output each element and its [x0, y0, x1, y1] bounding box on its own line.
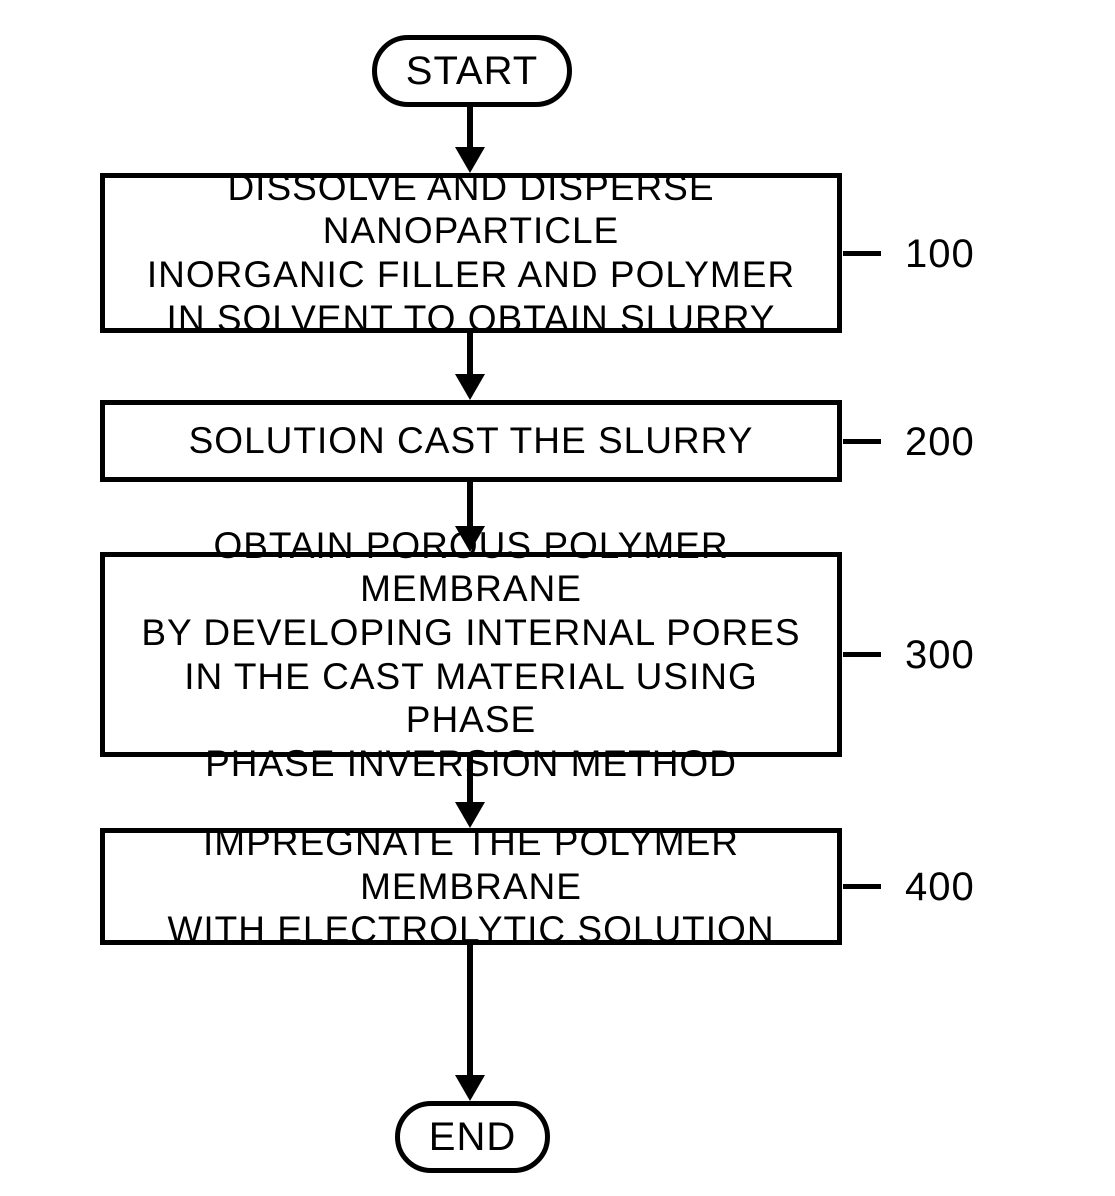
process-step-200: SOLUTION CAST THE SLURRY: [100, 400, 842, 482]
arrowhead-2: [455, 526, 485, 552]
start-terminator-text: START: [406, 49, 538, 94]
arrowhead-4: [455, 1075, 485, 1101]
connector-line-1: [467, 333, 473, 374]
process-step-300: OBTAIN POROUS POLYMER MEMBRANEBY DEVELOP…: [100, 552, 842, 757]
process-step-300-line: IN THE CAST MATERIAL USING PHASE: [115, 655, 827, 742]
process-step-100-line: INORGANIC FILLER AND POLYMER: [115, 253, 827, 297]
arrowhead-1: [455, 374, 485, 400]
label-tick-300: [843, 652, 881, 657]
end-terminator: END: [395, 1101, 550, 1173]
start-terminator: START: [372, 35, 572, 107]
label-tick-400: [843, 884, 881, 889]
process-step-400: IMPREGNATE THE POLYMER MEMBRANEWITH ELEC…: [100, 828, 842, 945]
end-terminator-text: END: [429, 1115, 516, 1160]
step-label-100: 100: [905, 232, 975, 277]
process-step-100-line: DISSOLVE AND DISPERSE NANOPARTICLE: [115, 166, 827, 253]
step-label-400: 400: [905, 865, 975, 910]
process-step-100-text: DISSOLVE AND DISPERSE NANOPARTICLEINORGA…: [115, 166, 827, 341]
arrowhead-0: [455, 147, 485, 173]
process-step-200-text: SOLUTION CAST THE SLURRY: [189, 419, 754, 463]
label-tick-200: [843, 439, 881, 444]
connector-line-0: [467, 107, 473, 147]
process-step-200-line: SOLUTION CAST THE SLURRY: [189, 419, 754, 463]
connector-line-4: [467, 945, 473, 1075]
arrowhead-3: [455, 802, 485, 828]
process-step-300-text: OBTAIN POROUS POLYMER MEMBRANEBY DEVELOP…: [115, 524, 827, 786]
step-label-300: 300: [905, 633, 975, 678]
process-step-400-text: IMPREGNATE THE POLYMER MEMBRANEWITH ELEC…: [115, 821, 827, 952]
connector-line-3: [467, 757, 473, 802]
label-tick-100: [843, 251, 881, 256]
step-label-200: 200: [905, 420, 975, 465]
process-step-300-line: BY DEVELOPING INTERNAL PORES: [115, 611, 827, 655]
connector-line-2: [467, 482, 473, 526]
process-step-400-line: IMPREGNATE THE POLYMER MEMBRANE: [115, 821, 827, 908]
process-step-100: DISSOLVE AND DISPERSE NANOPARTICLEINORGA…: [100, 173, 842, 333]
